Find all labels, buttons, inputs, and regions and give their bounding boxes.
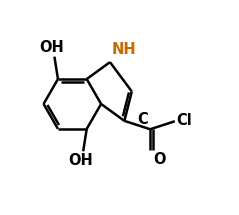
Text: OH: OH	[68, 153, 93, 168]
Text: OH: OH	[39, 40, 64, 55]
Text: C: C	[137, 112, 148, 127]
Text: Cl: Cl	[177, 113, 192, 127]
Text: NH: NH	[112, 42, 136, 57]
Text: O: O	[153, 152, 165, 167]
